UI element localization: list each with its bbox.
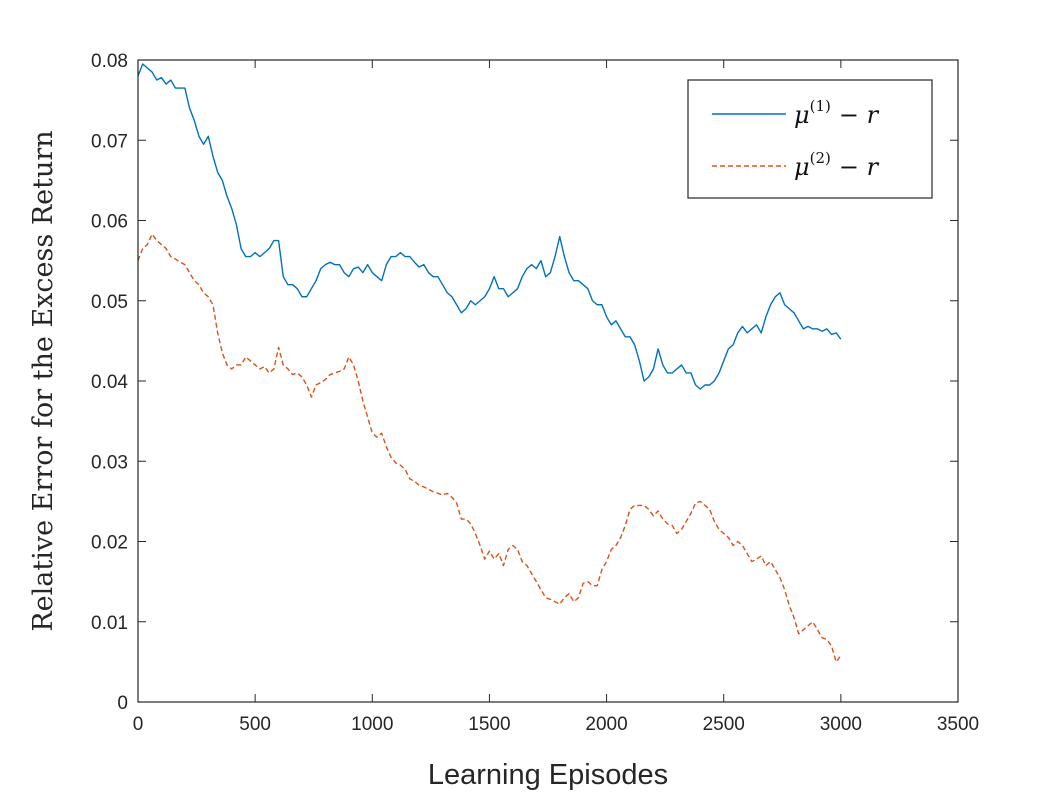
series-layer [137,63,842,663]
x-tick-label: 3000 [820,714,862,735]
x-axis-label: Learning Episodes [428,759,668,791]
y-tick-label: 0.02 [91,533,128,554]
y-tick-label: 0.06 [91,212,128,233]
x-tick-label: 3500 [937,714,979,735]
x-tick-label: 2500 [703,714,745,735]
x-tick-label: 1500 [468,714,510,735]
y-tick-label: 0.01 [91,613,128,634]
y-tick-label: 0.07 [91,131,128,152]
legend-label-2: μ(2) − r [794,149,880,181]
legend-box [687,79,933,199]
axis-ticks: 0 500 1000 1500 2000 2500 3000 3500 0 0.01 0.02 0.0… [91,51,979,735]
y-tick-label: 0.04 [91,372,128,393]
x-tick-label: 2000 [585,714,627,735]
y-tick-label: 0.08 [91,51,128,72]
legend: μ(1) − r μ(2) − r [687,79,933,199]
series-line-1 [137,63,842,390]
x-tick-label: 0 [133,714,144,735]
legend-label-1: μ(1) − r [794,97,880,129]
y-tick-label: 0.03 [91,452,128,473]
x-tick-label: 500 [239,714,271,735]
y-tick-label: 0 [117,693,128,714]
x-tick-label: 1000 [351,714,393,735]
y-tick-label: 0.05 [91,292,128,313]
series-line-2 [137,233,842,663]
y-axis-label: Relative Error for the Excess Return [28,130,59,631]
